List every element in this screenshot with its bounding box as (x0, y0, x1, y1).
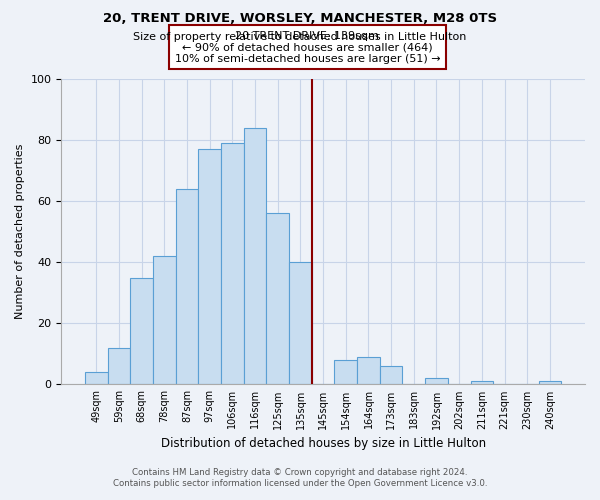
Bar (108, 348, 130, 385)
Bar (380, 366, 403, 384)
Text: 20, TRENT DRIVE, WORSLEY, MANCHESTER, M28 0TS: 20, TRENT DRIVE, WORSLEY, MANCHESTER, M2… (103, 12, 497, 26)
Text: 20 TRENT DRIVE: 139sqm
← 90% of detached houses are smaller (464)
10% of semi-de: 20 TRENT DRIVE: 139sqm ← 90% of detached… (175, 30, 440, 64)
Bar (244, 128, 266, 384)
Y-axis label: Number of detached properties: Number of detached properties (15, 144, 25, 320)
Bar (221, 143, 244, 384)
Bar (153, 256, 176, 384)
Bar (357, 357, 380, 384)
Bar (470, 382, 493, 384)
Text: Contains HM Land Registry data © Crown copyright and database right 2024.
Contai: Contains HM Land Registry data © Crown c… (113, 468, 487, 487)
Bar (425, 378, 448, 384)
X-axis label: Distribution of detached houses by size in Little Hulton: Distribution of detached houses by size … (161, 437, 486, 450)
Bar (539, 382, 561, 384)
Bar (289, 262, 312, 384)
Bar (176, 189, 199, 384)
Bar (130, 278, 153, 384)
Bar (334, 360, 357, 384)
Text: Size of property relative to detached houses in Little Hulton: Size of property relative to detached ho… (133, 32, 467, 42)
Bar (266, 214, 289, 384)
Bar (199, 149, 221, 384)
Bar (85, 372, 108, 384)
